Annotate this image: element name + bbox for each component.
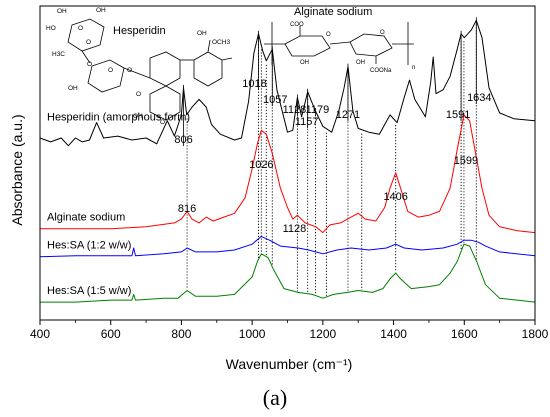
series-label-1: Hesperidin (amorphous form) xyxy=(47,112,190,124)
x-tick-label-400: 400 xyxy=(30,327,50,341)
hesperidin-label-ho1: HO xyxy=(46,25,56,32)
alginate-name: Alginate sodium xyxy=(294,6,372,18)
peak-label-1018: 1018 xyxy=(242,78,266,90)
hesperidin-label-o6: O xyxy=(127,67,132,74)
alginate-structure xyxy=(264,22,414,65)
alginate-label-o2: O xyxy=(380,30,385,36)
alginate-label-n: n xyxy=(412,65,415,71)
y-axis-label: Absorbance (a.u.) xyxy=(9,114,25,225)
hesperidin-structure-labels: H3C OH HO OH O O O OH OCH3 O OH O O OH O xyxy=(46,7,230,126)
x-tick-label-1400: 1400 xyxy=(380,327,407,341)
panel-label: (a) xyxy=(263,385,287,410)
hesperidin-structure xyxy=(67,18,233,121)
x-tick-label-1000: 1000 xyxy=(239,327,266,341)
x-tick-label-1200: 1200 xyxy=(310,327,337,341)
peak-label-816: 816 xyxy=(178,203,196,215)
hesperidin-label-o4: O xyxy=(136,91,141,98)
chart-structures: Hesperidin H3C OH HO OH O O O OH OCH3 O … xyxy=(46,6,415,126)
peak-label-1179: 1179 xyxy=(306,104,330,116)
series-label-3: Hes:SA (1:2 w/w) xyxy=(47,240,131,252)
series-line-3 xyxy=(39,235,536,258)
x-tick-label-1600: 1600 xyxy=(451,327,478,341)
peak-label-806: 806 xyxy=(174,134,192,146)
hesperidin-label-o7: O xyxy=(78,25,83,32)
hesperidin-label-ch3: H3C xyxy=(52,51,65,58)
series-line-4 xyxy=(40,243,536,303)
hesperidin-label-o2: O xyxy=(87,61,92,68)
alginate-label-oh1: OH xyxy=(300,60,309,66)
hesperidin-name: Hesperidin xyxy=(113,25,166,37)
hesperidin-label-oh4: OH xyxy=(133,113,143,120)
peak-label-1406: 1406 xyxy=(383,191,407,203)
series-line-1 xyxy=(39,19,536,147)
hesperidin-label-o1: O xyxy=(86,39,91,46)
peak-label-1271: 1271 xyxy=(336,109,360,121)
hesperidin-label-oh5: OH xyxy=(197,30,207,37)
hesperidin-label-och3: OCH3 xyxy=(212,39,230,46)
alginate-label-coo: COO xyxy=(290,22,304,28)
x-tick-label-600: 600 xyxy=(101,327,121,341)
series-line-2 xyxy=(40,114,536,234)
x-tick-label-1800: 1800 xyxy=(522,327,549,341)
alginate-label-coona: COONa xyxy=(370,68,392,74)
hesperidin-label-oh3: OH xyxy=(68,85,78,92)
plot-area: Hesperidin (amorphous form) Alginate sodi… xyxy=(30,5,549,341)
alginate-label-oh2: OH xyxy=(356,60,365,66)
peak-label-1591: 1591 xyxy=(446,109,470,121)
peak-label-1599: 1599 xyxy=(454,155,478,167)
hesperidin-label-o3: O xyxy=(108,67,113,74)
x-axis-label: Wavenumber (cm⁻¹) xyxy=(226,356,353,372)
peak-label-1157: 1157 xyxy=(295,116,319,128)
series-label-2: Alginate sodium xyxy=(47,212,125,224)
peak-label-1026: 1026 xyxy=(249,159,273,171)
peak-label-1128: 1128 xyxy=(283,104,307,116)
hesperidin-label-o5: O xyxy=(160,119,165,126)
alginate-structure-labels: COO OH OH COONa O O n xyxy=(290,22,415,74)
peak-label-1057: 1057 xyxy=(263,94,287,106)
x-tick-label-800: 800 xyxy=(171,327,191,341)
hesperidin-label-oh2: OH xyxy=(96,7,106,14)
peak-label-1634: 1634 xyxy=(467,92,491,104)
series-label-4: Hes:SA (1:5 w/w) xyxy=(47,285,131,297)
hesperidin-label-oh1: OH xyxy=(57,8,67,15)
alginate-label-o1: O xyxy=(326,32,331,38)
peak-label-1128: 1128 xyxy=(283,223,307,235)
